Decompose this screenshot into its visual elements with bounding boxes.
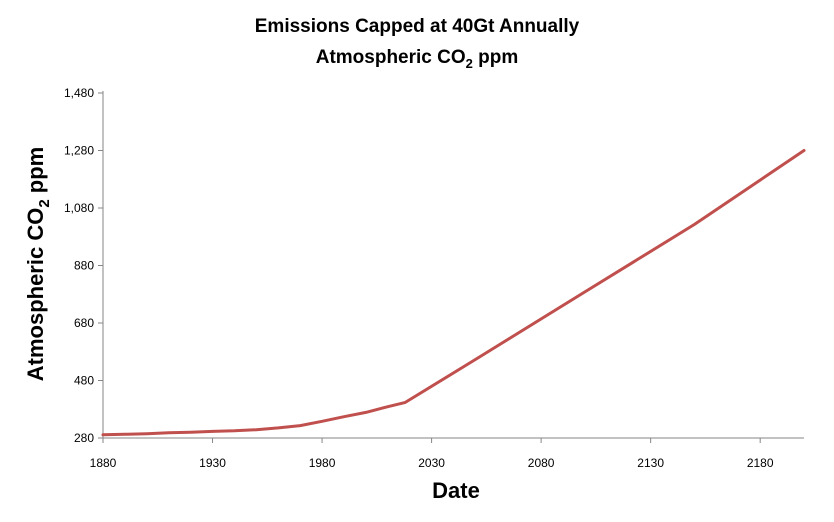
- y-axis-ticks: 280 480 680 880 1,080 1,280 1,480: [64, 86, 103, 445]
- series-points: [101, 149, 806, 437]
- y-tick-label: 480: [74, 374, 94, 388]
- data-point: [474, 358, 477, 361]
- y-tick-label: 880: [74, 259, 94, 273]
- chart-subtitle: Atmospheric CO2 ppm: [316, 47, 519, 71]
- x-tick-label: 1930: [199, 456, 226, 470]
- data-point: [123, 433, 127, 436]
- data-point: [277, 426, 280, 430]
- y-tick-label: 680: [74, 316, 94, 330]
- data-point: [189, 431, 192, 434]
- data-point: [386, 405, 389, 408]
- data-point: [167, 431, 170, 435]
- x-axis-ticks: 1880 1930 1980 2030 2080 2130 2180: [90, 438, 774, 470]
- x-tick-label: 2130: [637, 456, 664, 470]
- data-point: [320, 420, 324, 423]
- data-point: [693, 223, 696, 226]
- x-axis-title: Date: [432, 478, 480, 503]
- data-point: [298, 424, 302, 427]
- x-tick-label: 1980: [309, 456, 336, 470]
- subtitle-subscript: 2: [466, 56, 473, 71]
- x-tick-label: 2080: [528, 456, 555, 470]
- series-line: [101, 149, 806, 437]
- data-point: [342, 415, 346, 418]
- x-tick-label: 2180: [747, 456, 774, 470]
- y-axis-title-unit: ppm: [23, 147, 48, 200]
- data-point: [802, 149, 806, 152]
- data-point: [404, 401, 407, 404]
- y-tick-label: 1,080: [64, 201, 94, 215]
- x-tick-label: 1880: [90, 456, 117, 470]
- data-point: [145, 432, 149, 435]
- data-point: [211, 430, 214, 433]
- data-point: [101, 433, 105, 437]
- data-point: [233, 429, 236, 433]
- y-tick-label: 280: [74, 431, 94, 445]
- data-point: [583, 290, 587, 294]
- y-axis-title-main: Atmospheric CO: [23, 208, 48, 382]
- data-point: [364, 411, 368, 414]
- chart-title: Emissions Capped at 40Gt Annually: [255, 16, 580, 37]
- x-tick-label: 2030: [418, 456, 445, 470]
- subtitle-unit: ppm: [473, 47, 518, 68]
- y-axis-title-subscript: 2: [36, 199, 53, 207]
- y-tick-label: 1,480: [64, 86, 94, 100]
- y-axis-title: Atmospheric CO2 ppm: [23, 147, 53, 382]
- y-tick-label: 1,280: [64, 144, 94, 158]
- subtitle-main: Atmospheric CO: [316, 47, 466, 68]
- data-point: [255, 428, 258, 431]
